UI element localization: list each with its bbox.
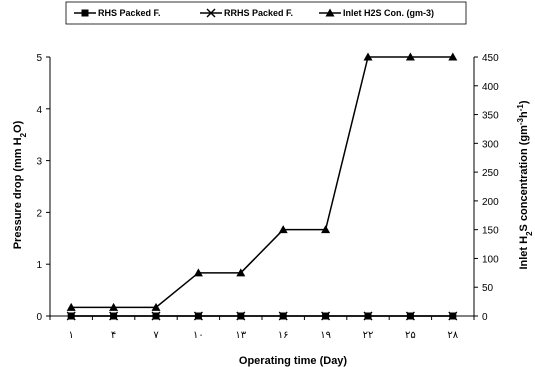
data-point-triangle xyxy=(363,52,373,61)
left-y-axis-title-subscript: 2 xyxy=(19,132,28,137)
x-axis-title: Operating time (Day) xyxy=(239,355,348,367)
legend-label-x: RRHS Packed F. xyxy=(224,8,293,18)
right-y-tick-label: 400 xyxy=(482,82,499,93)
x-tick-label: ٢٨ xyxy=(447,330,458,341)
right-y-axis-title-mid2: h xyxy=(518,111,530,118)
data-point-triangle xyxy=(66,302,76,311)
data-point-x-stroke-b xyxy=(278,311,288,321)
series-line-triangle xyxy=(71,56,453,309)
data-point-x-stroke-b xyxy=(66,311,76,321)
data-point-triangle xyxy=(236,268,246,277)
data-point-triangle xyxy=(193,268,203,277)
x-tick-label: ١ xyxy=(69,330,74,341)
left-y-axis-title: Pressure drop (mm H2O) xyxy=(12,120,28,249)
right-y-tick-label: 0 xyxy=(482,312,488,323)
legend: RHS Packed F. RRHS Packed F. Inlet H2S Con… xyxy=(65,1,467,25)
data-point-x-stroke-b xyxy=(193,311,203,321)
data-point-x-stroke-b xyxy=(363,311,373,321)
right-y-tick-label: 250 xyxy=(482,168,499,179)
x-tick-label: ١٠ xyxy=(193,330,204,341)
right-y-axis-title-sup1: -3 xyxy=(516,117,525,125)
right-y-axis-title-sup2: -1 xyxy=(516,104,525,112)
legend-label-square: RHS Packed F. xyxy=(98,8,161,18)
series-x xyxy=(66,311,458,321)
right-y-axis-title-tail: ) xyxy=(518,100,530,104)
legend-marker-x xyxy=(206,8,216,18)
legend-marker-square xyxy=(81,9,89,17)
right-y-tick-label: 450 xyxy=(482,53,499,64)
legend-marker-x-stroke-b xyxy=(206,8,216,18)
left-y-tick-label: 3 xyxy=(36,157,42,168)
data-point-x-stroke-b xyxy=(448,311,458,321)
data-point-x-stroke-b xyxy=(236,311,246,321)
data-point-triangle xyxy=(278,225,288,234)
left-y-axis-title-main: Pressure drop (mm H xyxy=(12,137,24,249)
data-point-x xyxy=(321,311,331,321)
data-point-x xyxy=(363,311,373,321)
data-point-x xyxy=(278,311,288,321)
left-y-axis-title-tail: O) xyxy=(12,120,24,133)
data-point-x xyxy=(405,311,415,321)
data-point-x xyxy=(151,311,161,321)
right-y-tick-label: 300 xyxy=(482,139,499,150)
legend-box xyxy=(65,1,467,25)
left-y-tick-label: 0 xyxy=(36,312,42,323)
legend-label-triangle: Inlet H2S Con. (gm-3) xyxy=(343,8,434,18)
data-point-triangle xyxy=(321,225,331,234)
data-point-triangle xyxy=(448,52,458,61)
data-point-x-stroke-b xyxy=(321,311,331,321)
right-y-tick-label: 100 xyxy=(482,254,499,265)
right-y-ticks: 0 50 100 150 200 250 300 350 400 450 xyxy=(474,53,499,323)
axes xyxy=(49,57,475,317)
right-y-tick-label: 200 xyxy=(482,197,499,208)
x-tick-label: ٢٢ xyxy=(363,330,374,341)
right-y-axis-title-pre: Inlet H xyxy=(518,236,530,270)
left-y-tick-label: 2 xyxy=(36,208,42,219)
right-y-tick-label: 350 xyxy=(482,111,499,122)
data-point-x-stroke-b xyxy=(109,311,119,321)
data-point-x xyxy=(66,311,76,321)
left-y-tick-label: 5 xyxy=(36,53,42,64)
data-point-x-stroke-b xyxy=(151,311,161,321)
x-tick-label: ٧ xyxy=(153,330,159,341)
left-y-tick-label: 4 xyxy=(36,105,42,116)
left-y-ticks: 0 1 2 3 4 5 xyxy=(36,53,50,323)
x-tick-label: ١٣ xyxy=(235,330,246,341)
right-y-axis-title-sub: 2 xyxy=(525,231,534,236)
series-layer xyxy=(66,52,458,321)
right-y-tick-label: 150 xyxy=(482,226,499,237)
legend-marker-triangle xyxy=(325,8,335,17)
x-tick-label: ٢۵ xyxy=(405,330,416,341)
data-point-x-stroke-b xyxy=(405,311,415,321)
data-point-triangle xyxy=(405,52,415,61)
right-y-axis-title-mid: S concentration (gm xyxy=(518,125,530,232)
series-triangle xyxy=(66,52,458,311)
data-point-x xyxy=(109,311,119,321)
x-tick-label: ١۶ xyxy=(278,330,289,341)
x-tick-label: ١٩ xyxy=(320,330,331,341)
right-y-axis-title: Inlet H2S concentration (gm-3h-1) xyxy=(516,100,534,269)
x-ticks: ١ ۴ ٧ ١٠ ١٣ ١۶ ١٩ ٢٢ ٢۵ ٢٨ xyxy=(49,316,475,341)
data-point-triangle xyxy=(151,302,161,311)
data-point-x xyxy=(193,311,203,321)
data-point-triangle xyxy=(109,302,119,311)
data-point-x xyxy=(448,311,458,321)
data-point-x xyxy=(236,311,246,321)
x-tick-label: ۴ xyxy=(111,330,116,341)
right-y-tick-label: 50 xyxy=(482,283,494,294)
left-y-tick-label: 1 xyxy=(36,260,42,271)
